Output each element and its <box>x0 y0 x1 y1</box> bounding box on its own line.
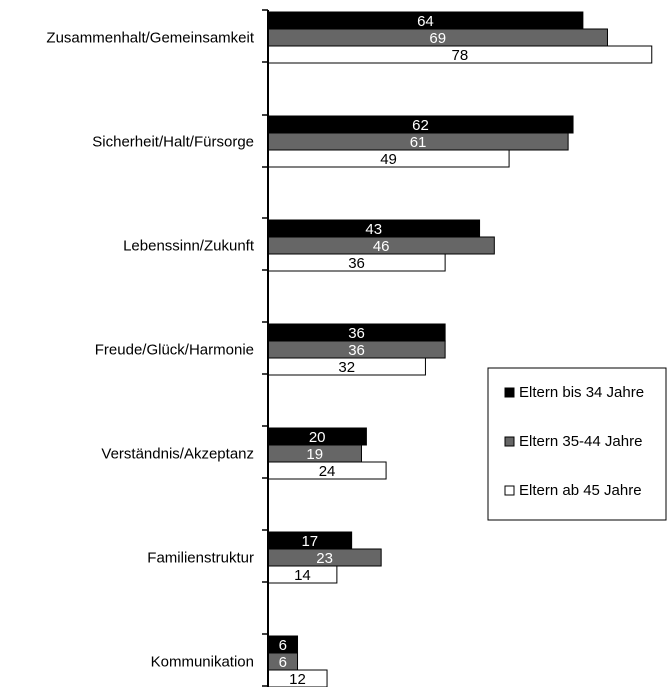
data-label: 17 <box>301 533 318 550</box>
legend-label: Eltern ab 45 Jahre <box>519 482 642 499</box>
data-label: 43 <box>365 221 382 238</box>
category-label: Kommunikation <box>151 654 254 671</box>
data-label: 78 <box>452 47 469 64</box>
category-label: Sicherheit/Halt/Fürsorge <box>92 134 254 151</box>
data-label: 46 <box>373 238 390 255</box>
legend-label: Eltern bis 34 Jahre <box>519 384 644 401</box>
category-label: Freude/Glück/Harmonie <box>95 342 254 359</box>
legend-swatch <box>505 437 514 446</box>
data-label: 32 <box>338 359 355 376</box>
data-label: 12 <box>289 671 306 687</box>
data-label: 19 <box>306 446 323 463</box>
data-label: 64 <box>417 13 434 30</box>
data-label: 49 <box>380 151 397 168</box>
data-label: 36 <box>348 255 365 272</box>
data-label: 6 <box>279 637 287 654</box>
data-label: 24 <box>319 463 336 480</box>
data-label: 23 <box>316 550 333 567</box>
category-labels: Zusammenhalt/Gemeinsamkeit Sicherheit/Hal… <box>46 30 254 671</box>
category-label: Zusammenhalt/Gemeinsamkeit <box>46 30 254 47</box>
data-label: 69 <box>429 30 446 47</box>
legend-swatch <box>505 388 514 397</box>
category-label: Familienstruktur <box>147 550 254 567</box>
data-label: 20 <box>309 429 326 446</box>
legend-label: Eltern 35-44 Jahre <box>519 433 642 450</box>
data-label: 14 <box>294 567 311 584</box>
data-label: 61 <box>410 134 427 151</box>
category-label: Verständnis/Akzeptanz <box>101 446 254 463</box>
y-axis <box>262 10 268 687</box>
data-label: 36 <box>348 325 365 342</box>
legend-swatch <box>505 486 514 495</box>
bars <box>268 12 652 687</box>
data-label: 6 <box>279 654 287 671</box>
legend: Eltern bis 34 Jahre Eltern 35-44 Jahre Elt… <box>488 368 666 520</box>
data-label: 36 <box>348 342 365 359</box>
data-label: 62 <box>412 117 429 134</box>
category-label: Lebenssinn/Zukunft <box>123 238 255 255</box>
